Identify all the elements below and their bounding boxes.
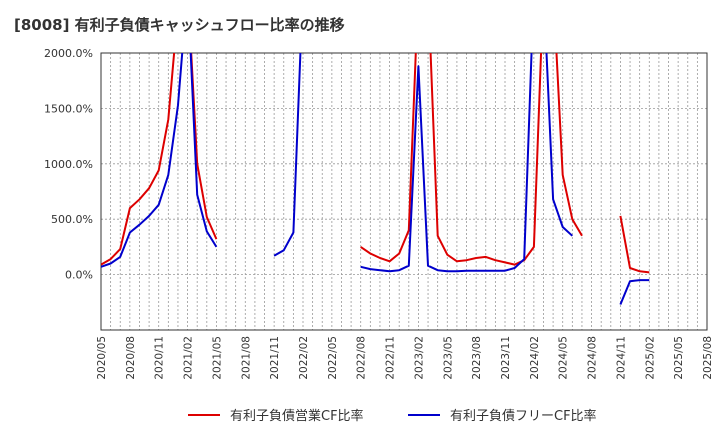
x-tick-label: 2025/02: [644, 336, 656, 380]
x-tick-label: 2021/02: [183, 336, 195, 380]
x-tick-label: 2022/02: [298, 336, 310, 380]
y-tick-label: 1500.0%: [44, 102, 93, 115]
series-line-2: [101, 53, 218, 268]
series-line-1: [101, 53, 218, 266]
series-line-1: [619, 215, 650, 274]
x-tick-label: 2023/11: [500, 336, 512, 380]
x-tick-label: 2024/08: [587, 336, 599, 380]
x-tick-label: 2021/11: [269, 336, 281, 380]
y-tick-label: 1000.0%: [44, 158, 93, 171]
x-tick-label: 2024/05: [558, 336, 570, 380]
x-tick-label: 2020/11: [154, 336, 166, 380]
y-tick-label: 0.0%: [65, 269, 93, 282]
chart-title: [8008] 有利子負債キャッシュフロー比率の推移: [14, 16, 345, 34]
series-line-1: [360, 53, 583, 266]
x-tick-label: 2023/05: [442, 336, 454, 380]
x-tick-label: 2020/08: [125, 336, 137, 380]
x-tick-label: 2025/08: [702, 336, 714, 380]
x-tick-label: 2022/08: [356, 336, 368, 380]
y-tick-label: 2000.0%: [44, 47, 93, 60]
series-layer: [101, 53, 650, 305]
x-tick-label: 2023/02: [413, 336, 425, 380]
legend-label-1: 有利子負債営業CF比率: [230, 408, 364, 424]
x-tick-label: 2021/05: [211, 336, 223, 380]
x-tick-label: 2025/05: [673, 336, 685, 380]
legend-label-2: 有利子負債フリーCF比率: [450, 408, 597, 424]
x-tick-label: 2020/05: [96, 336, 108, 380]
x-tick-label: 2023/08: [471, 336, 483, 380]
plot-frame: [100, 52, 708, 331]
x-tick-label: 2024/02: [529, 336, 541, 380]
x-tick-label: 2022/05: [327, 336, 339, 380]
x-tick-label: 2024/11: [615, 336, 627, 380]
x-tick-label: 2022/11: [385, 336, 397, 380]
series-line-2: [273, 53, 302, 257]
y-tick-label: 500.0%: [51, 213, 93, 226]
series-line-2: [619, 279, 650, 305]
x-tick-label: 2021/08: [240, 336, 252, 380]
series-line-2: [360, 53, 573, 273]
